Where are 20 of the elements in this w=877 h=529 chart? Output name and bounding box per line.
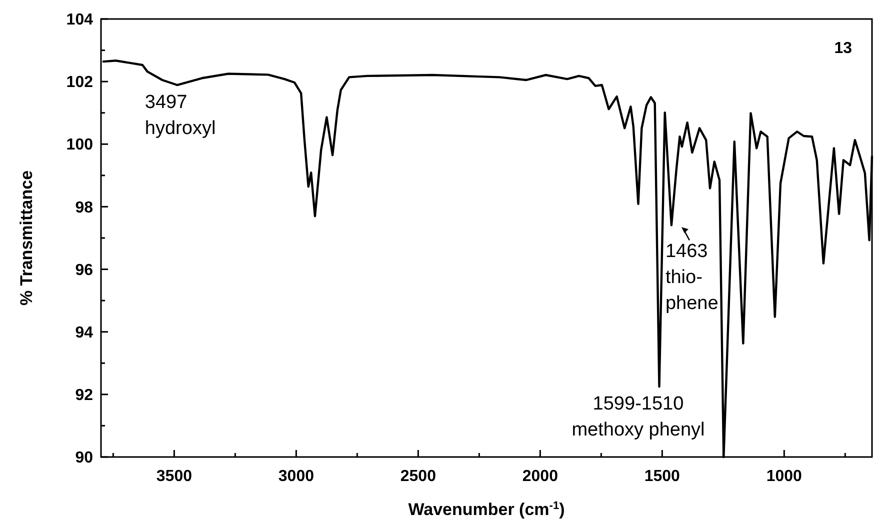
y-tick-label: 100 — [66, 136, 94, 154]
annotation: 3497 hydroxyl — [144, 92, 216, 140]
x-tick-label: 1500 — [644, 468, 680, 485]
y-tick-label: 90 — [75, 450, 94, 467]
y-axis-title: % Transmittance — [17, 170, 36, 306]
y-tick-label: 96 — [75, 262, 94, 279]
annotation: 1463 thio- phene — [665, 241, 718, 314]
y-tick-label: 92 — [75, 387, 94, 404]
x-tick-label: 3500 — [156, 468, 192, 485]
y-tick-label: 94 — [75, 324, 94, 342]
x-axis-title: Wavenumber (cm$^{-1}$) — [408, 500, 565, 519]
x-tick-label: 1000 — [766, 468, 802, 485]
y-tick-label: 104 — [66, 12, 94, 29]
x-tick-label: 2500 — [400, 468, 436, 485]
x-tick-label: 3000 — [278, 468, 314, 485]
x-tick-label: 2000 — [522, 468, 558, 485]
annotation: 1599-1510 methoxy phenyl — [572, 394, 705, 441]
y-tick-label: 98 — [75, 199, 94, 216]
text: 13 — [834, 40, 852, 57]
y-tick-label: 102 — [66, 74, 94, 92]
